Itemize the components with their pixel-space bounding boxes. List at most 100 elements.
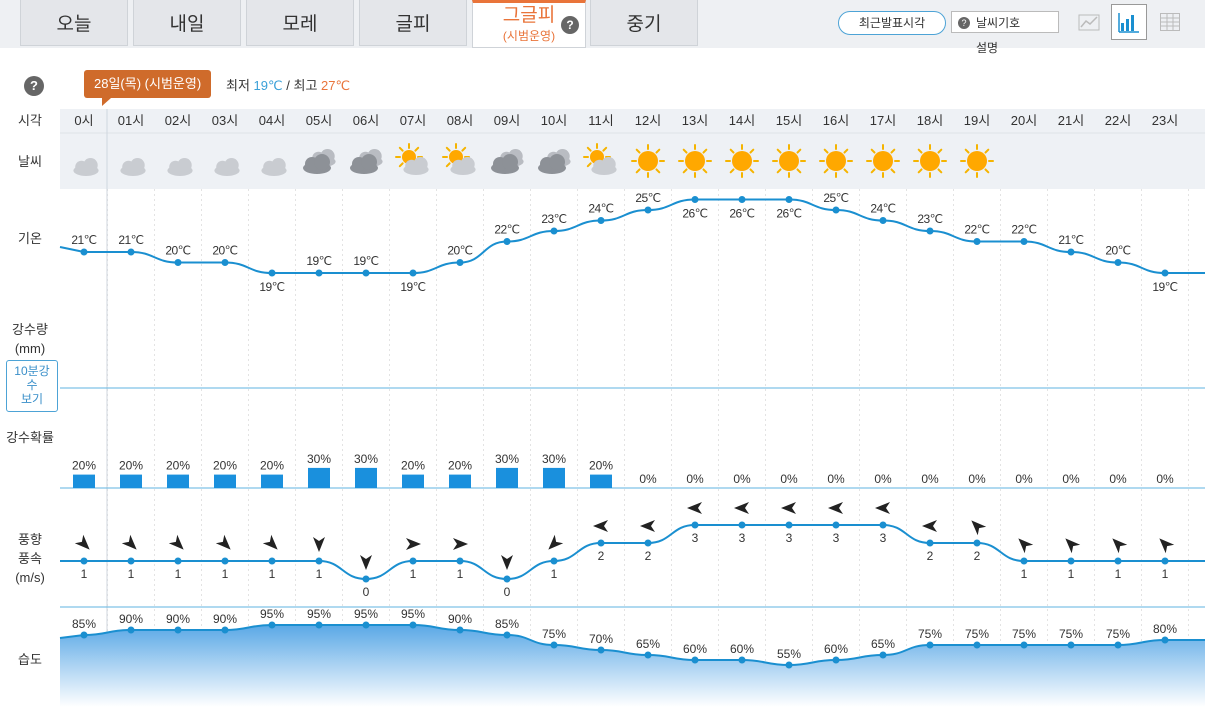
precip-prob-label: 0% bbox=[1109, 472, 1127, 486]
wind-arrow-head bbox=[121, 534, 137, 550]
precip-prob-bar bbox=[355, 467, 377, 488]
temperature-label: 19℃ bbox=[259, 280, 284, 294]
wind-arrow-head bbox=[781, 502, 796, 514]
temperature-label: 25℃ bbox=[635, 191, 660, 205]
wind-arrow-head bbox=[453, 538, 468, 550]
sun-ray bbox=[682, 168, 688, 174]
sun-disc bbox=[920, 151, 940, 171]
humidity-label: 75% bbox=[965, 627, 989, 641]
wind-arrow-head bbox=[168, 534, 184, 550]
chart-help-icon[interactable]: ? bbox=[24, 76, 44, 96]
humidity-label: 95% bbox=[401, 607, 425, 621]
sun-ray bbox=[398, 162, 404, 168]
wind-point bbox=[832, 521, 840, 529]
wind-point bbox=[1067, 557, 1075, 565]
tab-midterm[interactable]: 중기 bbox=[590, 0, 698, 46]
tab-day-after[interactable]: 모레 bbox=[246, 0, 354, 46]
humidity-label: 90% bbox=[213, 612, 237, 626]
cloudy-icon bbox=[538, 149, 571, 174]
precip-prob-label: 0% bbox=[1015, 472, 1033, 486]
sun-ray bbox=[635, 148, 641, 154]
bar-chart-icon[interactable] bbox=[1111, 4, 1147, 40]
temperature-label: 26℃ bbox=[776, 207, 801, 221]
sun-ray bbox=[776, 168, 782, 174]
wind-point bbox=[80, 557, 88, 565]
wind-direction-arrow bbox=[215, 534, 231, 550]
cloud-puff bbox=[549, 154, 565, 170]
sun-ray bbox=[843, 168, 849, 174]
wind-speed-label: 1 bbox=[222, 567, 229, 581]
humidity-point bbox=[174, 626, 182, 634]
precip-prob-label: 0% bbox=[921, 472, 939, 486]
weather-symbol-select[interactable]: ? 날씨기호 bbox=[951, 11, 1059, 33]
precip-prob-bar bbox=[449, 474, 471, 488]
sun-ray bbox=[776, 148, 782, 154]
sun-ray bbox=[984, 148, 990, 154]
sun-icon bbox=[772, 144, 806, 178]
tab-today[interactable]: 오늘 bbox=[20, 0, 128, 46]
ten-minute-precip-line1: 10분강 bbox=[14, 364, 50, 378]
temperature-label: 19℃ bbox=[400, 280, 425, 294]
humidity-label: 80% bbox=[1153, 622, 1177, 636]
wind-arrow-head bbox=[548, 534, 564, 550]
wind-speed-label: 1 bbox=[1021, 567, 1028, 581]
hour-label: 10시 bbox=[541, 113, 567, 128]
line-chart-icon[interactable] bbox=[1071, 4, 1107, 40]
wind-speed-label: 1 bbox=[1068, 567, 1075, 581]
ten-minute-precip-line3: 보기 bbox=[20, 392, 44, 406]
humidity-label: 95% bbox=[260, 607, 284, 621]
wind-speed-label: 2 bbox=[645, 549, 652, 563]
sun-ray bbox=[702, 148, 708, 154]
humidity-point bbox=[127, 626, 135, 634]
cloud-puff bbox=[601, 157, 616, 172]
precip-prob-bar bbox=[308, 467, 330, 488]
sun-ray bbox=[964, 168, 970, 174]
wind-speed-label: 3 bbox=[739, 531, 746, 545]
temperature-point bbox=[127, 248, 135, 256]
wind-arrow-head bbox=[875, 502, 890, 514]
tab-tomorrow[interactable]: 내일 bbox=[133, 0, 241, 46]
wind-direction-arrow bbox=[687, 502, 702, 514]
sun-ray bbox=[964, 148, 970, 154]
wind-point bbox=[174, 557, 182, 565]
wind-point bbox=[973, 539, 981, 547]
sun-disc bbox=[732, 151, 752, 171]
wind-direction-arrow bbox=[781, 502, 796, 514]
wind-arrow-head bbox=[593, 520, 608, 532]
tab-3-days-later[interactable]: 글피 bbox=[359, 0, 467, 46]
sun-icon bbox=[631, 144, 665, 178]
tab-help-icon[interactable]: ? bbox=[561, 16, 579, 34]
sun-icon bbox=[960, 144, 994, 178]
ten-minute-precip-button[interactable]: 10분강 수 보기 bbox=[6, 360, 58, 412]
max-temp-value: 27℃ bbox=[321, 78, 351, 93]
sun-ray bbox=[917, 148, 923, 154]
humidity-label: 85% bbox=[72, 617, 96, 631]
wind-point bbox=[691, 521, 699, 529]
sun-ray bbox=[445, 146, 451, 152]
wind-direction-arrow bbox=[501, 555, 513, 570]
temperature-point bbox=[1067, 248, 1075, 256]
temperature-label: 20℃ bbox=[165, 244, 190, 258]
tab-4-days-later[interactable]: 그글피 (시범운영) bbox=[472, 0, 586, 48]
wind-point bbox=[1161, 557, 1169, 565]
temperature-point bbox=[268, 269, 276, 277]
temperature-point bbox=[973, 238, 981, 245]
wind-speed-label: 2 bbox=[598, 549, 605, 563]
wind-direction-arrow bbox=[1112, 538, 1128, 554]
description-label[interactable]: 설명 bbox=[976, 41, 999, 55]
humidity-label: 75% bbox=[1106, 627, 1130, 641]
humidity-point bbox=[1161, 636, 1169, 644]
sun-ray bbox=[729, 168, 735, 174]
precip-prob-bar bbox=[120, 474, 142, 488]
wind-row-label-2: 풍속 bbox=[18, 551, 42, 566]
temperature-label: 23℃ bbox=[541, 212, 566, 226]
sun-ray bbox=[917, 168, 923, 174]
moon-cloud-icon bbox=[214, 148, 240, 177]
sun-ray bbox=[749, 148, 755, 154]
humidity-point bbox=[268, 621, 276, 629]
recent-release-button[interactable]: 최근발표시각 bbox=[838, 11, 946, 35]
ten-minute-precip-line2: 수 bbox=[26, 378, 38, 392]
table-grid-icon[interactable] bbox=[1152, 4, 1188, 40]
sun-disc bbox=[967, 151, 987, 171]
humidity-point bbox=[80, 631, 88, 639]
